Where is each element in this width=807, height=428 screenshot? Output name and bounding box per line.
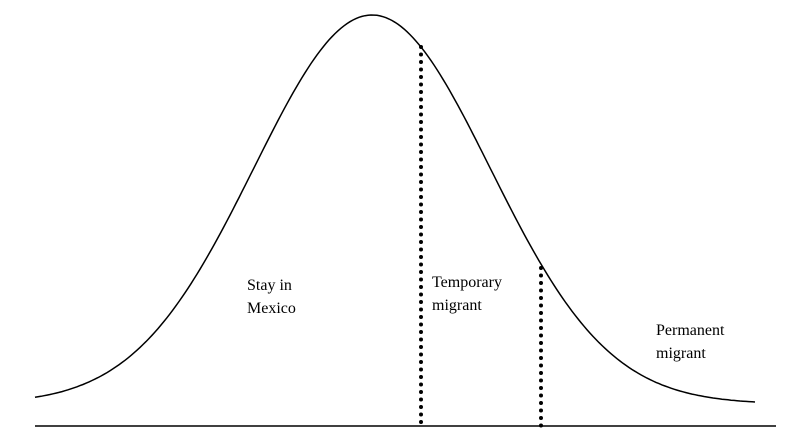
bell-curve — [34, 14, 756, 403]
label-line: migrant — [656, 345, 706, 362]
label-line: Stay in — [247, 277, 292, 294]
region-label: Permanent migrant — [656, 322, 725, 362]
label-line: migrant — [432, 297, 482, 314]
region-label: Temporary migrant — [432, 274, 502, 314]
label-line: Temporary — [432, 274, 502, 291]
label-line: Permanent — [656, 322, 725, 339]
label-line: Mexico — [247, 300, 296, 317]
region-label: Stay in Mexico — [247, 277, 296, 317]
